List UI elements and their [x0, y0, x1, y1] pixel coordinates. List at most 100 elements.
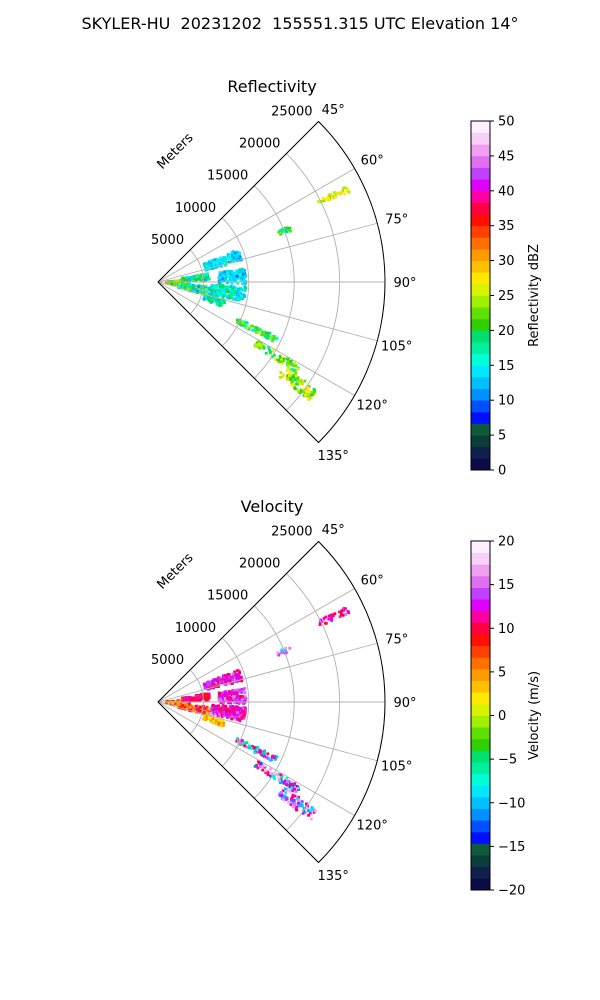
velocity-gate [231, 672, 235, 676]
velocity-gate [297, 796, 300, 799]
reflectivity-gate [218, 288, 222, 291]
velocity-gate [224, 705, 228, 708]
velocity-azimuth-gridline [157, 642, 378, 703]
velocity-gate [213, 710, 216, 714]
velocity-gate [261, 768, 265, 772]
reflectivity-gate [241, 297, 244, 301]
reflectivity-gate [218, 278, 222, 282]
velocity-gate [293, 783, 296, 787]
reflectivity-gate [278, 376, 282, 379]
velocity-gate [243, 713, 246, 717]
reflectivity-gate [287, 366, 290, 369]
velocity-gate [238, 689, 242, 692]
velocity-gate [207, 692, 211, 696]
reflectivity-gate [298, 391, 302, 394]
reflectivity-gate [232, 298, 235, 301]
reflectivity-colorbar-tick-label: 20 [498, 324, 515, 339]
velocity-gate [241, 713, 244, 717]
velocity-gate [212, 704, 216, 707]
velocity-gate [212, 713, 216, 717]
velocity-gate [311, 807, 315, 811]
reflectivity-gate [343, 192, 346, 196]
velocity-gate [204, 698, 208, 702]
velocity-gate [237, 702, 241, 705]
velocity-gate [268, 757, 271, 761]
velocity-gate [266, 770, 270, 774]
velocity-colorbar-segment [471, 668, 490, 681]
reflectivity-gate [236, 281, 240, 285]
velocity-gate [204, 717, 208, 720]
velocity-range-tick-label: 15000 [207, 589, 248, 604]
velocity-gate [289, 783, 293, 787]
reflectivity-gate [240, 321, 244, 325]
reflectivity-gate [296, 382, 300, 386]
reflectivity-gate [211, 260, 215, 264]
velocity-gate [216, 714, 220, 717]
reflectivity-gate [223, 259, 227, 262]
reflectivity-gate [292, 383, 296, 387]
reflectivity-gate [219, 290, 222, 294]
velocity-gate [197, 697, 201, 701]
reflectivity-azimuth-tick-label: 90° [393, 276, 416, 291]
reflectivity-gate [285, 230, 289, 234]
velocity-gate [259, 763, 262, 767]
velocity-gate [250, 747, 254, 750]
reflectivity-gate [217, 292, 221, 296]
reflectivity-gate [191, 276, 194, 280]
velocity-gate [179, 699, 183, 702]
reflectivity-gate [327, 197, 331, 200]
reflectivity-gate [212, 262, 216, 265]
reflectivity-gate [310, 393, 314, 397]
velocity-gate [233, 707, 237, 711]
reflectivity-gate [242, 288, 246, 292]
reflectivity-gate [238, 322, 242, 326]
reflectivity-colorbar-segment [471, 458, 490, 471]
reflectivity-gate [229, 260, 233, 264]
reflectivity-gate [266, 334, 270, 337]
reflectivity-gate [283, 228, 286, 231]
velocity-gate [253, 765, 257, 768]
velocity-gate [324, 621, 327, 625]
reflectivity-colorbar-segment [471, 330, 490, 343]
reflectivity-gate [189, 287, 193, 291]
velocity-gate [288, 785, 292, 789]
velocity-gate [290, 799, 294, 803]
velocity-gate [165, 701, 168, 705]
velocity-gate [233, 705, 237, 709]
velocity-gate [324, 615, 328, 619]
reflectivity-gate [322, 199, 326, 203]
velocity-gate [271, 775, 274, 778]
reflectivity-gate [230, 269, 234, 273]
reflectivity-azimuth-tick-label: 60° [361, 154, 384, 169]
velocity-gate [211, 680, 214, 684]
velocity-gate [201, 696, 205, 700]
velocity-colorbar-segment [471, 855, 490, 868]
velocity-gate [206, 698, 210, 702]
velocity-gate [193, 706, 197, 710]
velocity-colorbar-segment [471, 599, 490, 612]
velocity-gate [187, 703, 190, 707]
velocity-gate [346, 610, 350, 613]
reflectivity-gate [280, 229, 284, 233]
velocity-gate [229, 696, 233, 700]
velocity-gate [232, 690, 236, 694]
velocity-gate [256, 750, 259, 754]
velocity-colorbar-segment [471, 762, 490, 775]
velocity-gate [238, 719, 242, 723]
reflectivity-gate [342, 186, 345, 190]
velocity-gate [338, 610, 341, 614]
reflectivity-gate [328, 193, 332, 197]
velocity-gate [240, 691, 244, 694]
velocity-gate [248, 744, 251, 748]
reflectivity-gate [182, 279, 186, 283]
reflectivity-gate [304, 389, 308, 393]
velocity-gate [297, 801, 300, 805]
reflectivity-gate [238, 292, 242, 296]
velocity-gate [242, 709, 246, 713]
reflectivity-gate [254, 330, 258, 334]
velocity-gate [238, 698, 241, 701]
reflectivity-gate [188, 277, 192, 280]
velocity-gate [235, 717, 239, 721]
velocity-colorbar-segment [471, 820, 490, 833]
velocity-gate [201, 710, 205, 714]
